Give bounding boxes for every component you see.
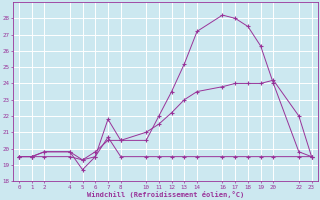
X-axis label: Windchill (Refroidissement éolien,°C): Windchill (Refroidissement éolien,°C) — [87, 191, 244, 198]
